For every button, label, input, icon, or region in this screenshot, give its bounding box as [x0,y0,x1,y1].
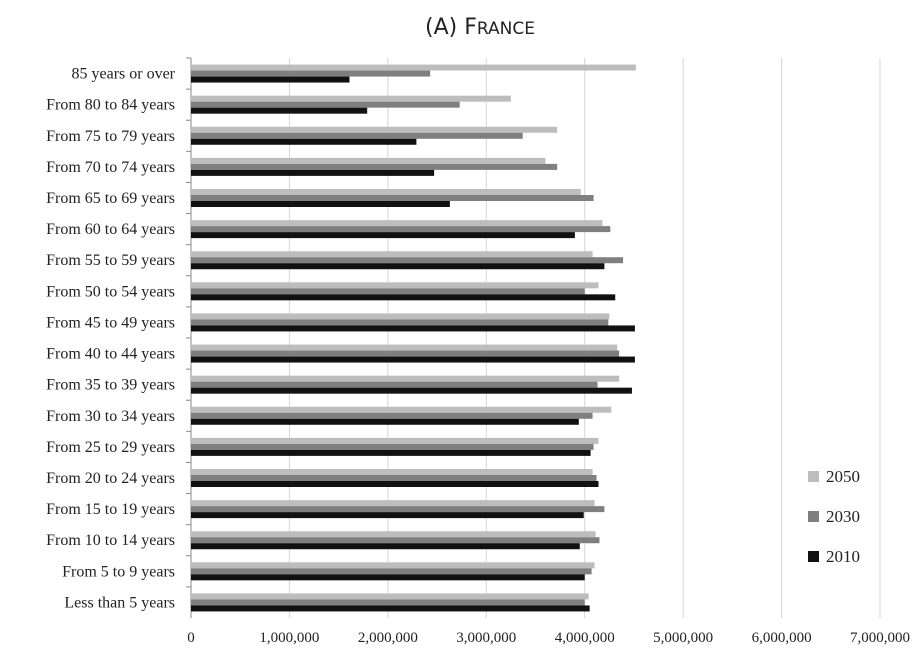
y-tick-label-from-15-to-19-years: From 15 to 19 years [46,501,175,518]
legend-swatch-2050 [808,471,819,482]
bar-from-45-to-49-years-2010 [191,325,635,332]
chart-title-small-caps: RANCE [477,19,535,39]
bar-less-than-5-years-2030 [191,599,585,606]
x-tick-label-5000000: 5,000,000 [653,630,713,646]
bar-from-10-to-14-years-2050 [191,531,596,538]
x-tick-label-6000000: 6,000,000 [752,630,812,646]
bar-from-30-to-34-years-2030 [191,412,593,419]
y-tick-label-less-than-5-years: Less than 5 years [64,594,175,611]
bar-from-70-to-74-years-2050 [191,157,546,164]
x-tick-label-3000000: 3,000,000 [456,630,516,646]
bar-from-60-to-64-years-2030 [191,226,611,233]
bar-from-20-to-24-years-2010 [191,481,599,487]
x-tick-label-1000000: 1,000,000 [259,630,319,646]
y-tick-label-from-55-to-59-years: From 55 to 59 years [46,252,175,269]
bar-from-65-to-69-years-2050 [191,189,581,195]
legend-swatch-2010 [808,551,819,562]
legend-label-2050: 2050 [826,467,860,486]
y-tick-label-from-40-to-44-years: From 40 to 44 years [46,346,175,363]
x-axis-labels: 0 1,000,000 2,000,000 3,000,000 4,000,000 5,0… [187,630,910,646]
bar-from-50-to-54-years-2010 [191,294,616,301]
bar-85-years-or-over-2010 [191,76,350,83]
y-tick-label-from-60-to-64-years: From 60 to 64 years [46,221,175,238]
y-axis-labels: 85 years or over From 80 to 84 years From … [46,66,176,612]
bar-from-15-to-19-years-2050 [191,500,595,507]
y-tick-label-from-20-to-24-years: From 20 to 24 years [46,470,175,487]
legend-swatch-2030 [808,511,819,522]
y-tick-label-from-10-to-14-years: From 10 to 14 years [46,532,175,549]
y-tick-label-from-25-to-29-years: From 25 to 29 years [46,439,175,456]
bar-from-60-to-64-years-2010 [191,232,575,239]
bar-85-years-or-over-2030 [191,70,431,77]
bar-from-55-to-59-years-2050 [191,251,593,258]
bar-from-65-to-69-years-2010 [191,201,450,207]
y-tick-label-from-45-to-49-years: From 45 to 49 years [46,314,175,331]
bar-from-55-to-59-years-2030 [191,257,624,264]
bar-from-70-to-74-years-2030 [191,163,558,170]
y-tick-label-from-30-to-34-years: From 30 to 34 years [46,408,175,425]
x-tick-label-4000000: 4,000,000 [555,630,615,646]
gridlines [186,57,881,618]
y-tick-label-from-75-to-79-years: From 75 to 79 years [46,128,175,145]
bar-from-5-to-9-years-2010 [191,574,585,581]
bar-from-15-to-19-years-2030 [191,506,605,513]
bar-from-80-to-84-years-2010 [191,107,368,114]
y-tick-label-85-years-or-over: 85 years or over [71,66,175,83]
bar-from-40-to-44-years-2010 [191,356,635,363]
bar-from-75-to-79-years-2050 [191,126,558,133]
bar-from-55-to-59-years-2010 [191,263,605,270]
y-tick-label-from-80-to-84-years: From 80 to 84 years [46,97,175,114]
bar-from-35-to-39-years-2050 [191,375,620,382]
bar-from-70-to-74-years-2010 [191,169,435,176]
bar-less-than-5-years-2050 [191,593,589,600]
bar-from-45-to-49-years-2050 [191,313,610,320]
bar-from-45-to-49-years-2030 [191,319,609,326]
legend-label-2030: 2030 [826,507,860,526]
bar-from-35-to-39-years-2010 [191,387,632,394]
legend-label-2010: 2010 [826,547,860,566]
bar-from-50-to-54-years-2050 [191,282,599,289]
bar-from-80-to-84-years-2050 [191,95,511,102]
bar-from-40-to-44-years-2030 [191,350,620,357]
y-tick-label-from-70-to-74-years: From 70 to 74 years [46,159,175,176]
bar-from-25-to-29-years-2010 [191,449,591,456]
bar-from-25-to-29-years-2030 [191,443,594,450]
bar-from-30-to-34-years-2050 [191,406,612,413]
y-tick-label-from-50-to-54-years: From 50 to 54 years [46,283,175,300]
bar-from-80-to-84-years-2030 [191,101,460,108]
legend: 2050 2030 2010 [808,467,860,566]
bar-from-65-to-69-years-2030 [191,195,594,201]
bar-from-25-to-29-years-2050 [191,437,599,444]
bar-from-5-to-9-years-2050 [191,562,595,569]
bar-from-75-to-79-years-2030 [191,132,523,139]
bar-from-50-to-54-years-2030 [191,288,585,295]
x-tick-label-2000000: 2,000,000 [358,630,418,646]
y-tick-label-from-35-to-39-years: From 35 to 39 years [46,377,175,394]
y-tick-label-from-5-to-9-years: From 5 to 9 years [62,563,175,580]
bar-from-40-to-44-years-2050 [191,344,618,351]
bar-from-35-to-39-years-2030 [191,381,598,388]
chart-title-prefix: (A) F [425,15,477,40]
bar-from-10-to-14-years-2030 [191,537,600,544]
bar-from-30-to-34-years-2010 [191,418,579,425]
x-tick-label-0: 0 [187,630,195,646]
x-tick-label-7000000: 7,000,000 [850,630,910,646]
bar-from-10-to-14-years-2010 [191,543,580,550]
bar-less-than-5-years-2010 [191,605,590,612]
bar-from-75-to-79-years-2010 [191,138,417,145]
bar-from-20-to-24-years-2050 [191,469,593,475]
chart-title: (A) FRANCE [425,15,535,40]
bar-from-20-to-24-years-2030 [191,475,597,481]
bar-from-5-to-9-years-2030 [191,568,592,575]
bar-85-years-or-over-2050 [191,64,636,71]
bar-from-60-to-64-years-2050 [191,220,603,227]
bars [191,64,636,612]
y-tick-label-from-65-to-69-years: From 65 to 69 years [46,190,175,207]
bar-from-15-to-19-years-2010 [191,512,584,519]
